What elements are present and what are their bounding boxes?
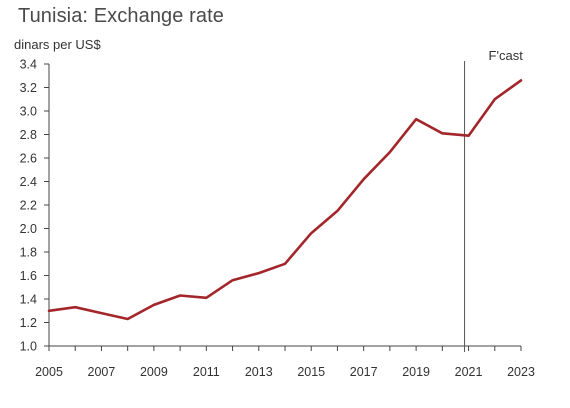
y-tick-label: 2.8 bbox=[20, 128, 37, 142]
x-tick-label: 2015 bbox=[297, 365, 325, 379]
y-tick-label: 1.2 bbox=[20, 316, 37, 330]
x-tick-label: 2017 bbox=[350, 365, 378, 379]
series-group bbox=[47, 79, 523, 321]
forecast-label: F'cast bbox=[489, 48, 524, 63]
chart-title: Tunisia: Exchange rate bbox=[18, 5, 225, 27]
y-tick-label: 2.0 bbox=[20, 222, 37, 236]
y-tick-label: 2.6 bbox=[20, 152, 37, 166]
x-tick-label: 2011 bbox=[193, 365, 220, 379]
y-tick-label: 3.0 bbox=[20, 105, 37, 119]
y-tick-label: 2.2 bbox=[20, 199, 37, 213]
y-tick-label: 3.2 bbox=[20, 81, 37, 95]
y-tick-label: 2.4 bbox=[20, 175, 37, 189]
y-tick-label: 1.6 bbox=[20, 269, 37, 283]
x-tick-label: 2007 bbox=[88, 365, 116, 379]
series-line-exchange-rate bbox=[47, 79, 523, 321]
forecast-divider: F'cast bbox=[464, 48, 524, 352]
y-tick-label: 3.4 bbox=[20, 58, 37, 72]
y-axis-unit-label: dinars per US$ bbox=[14, 37, 101, 52]
y-axis: 1.0 1.2 1.4 1.6 1.8 2.0 2.2 2.4 2.6 2.8 3.0 3.2 3.4 bbox=[20, 58, 50, 354]
x-tick-label: 2023 bbox=[507, 365, 535, 379]
x-tick-label: 2021 bbox=[455, 365, 483, 379]
x-tick-label: 2019 bbox=[402, 365, 430, 379]
x-tick-label: 2005 bbox=[35, 365, 63, 379]
x-tick-label: 2009 bbox=[140, 365, 168, 379]
x-axis: 2005 2007 2009 2011 2013 2015 2017 2019 2021 2023 bbox=[35, 345, 535, 379]
x-tick-label: 2013 bbox=[245, 365, 273, 379]
y-tick-label: 1.8 bbox=[20, 246, 37, 260]
y-tick-label: 1.0 bbox=[20, 340, 37, 354]
y-tick-label: 1.4 bbox=[20, 293, 37, 307]
